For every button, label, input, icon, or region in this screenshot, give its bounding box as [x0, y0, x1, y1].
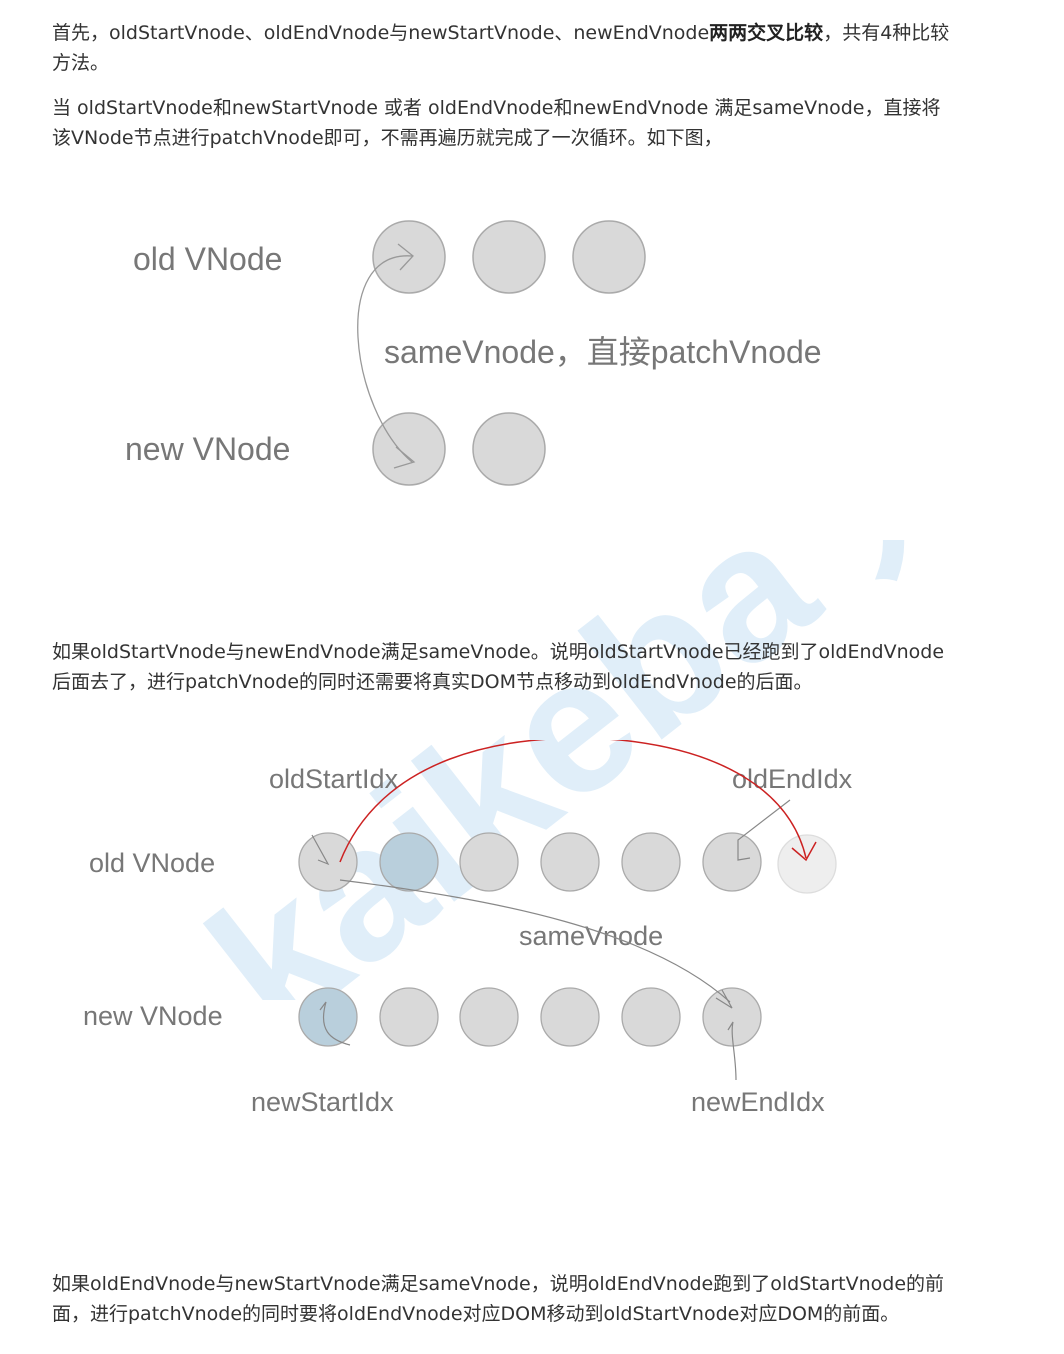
old-end-idx-label: oldEndIdx [732, 764, 853, 794]
link-curve [357, 243, 416, 469]
same-start-end-paragraph: 当 oldStartVnode和newStartVnode 或者 oldEndV… [52, 97, 941, 149]
intro-text: 首先，oldStartVnode、oldEndVnode与newStartVno… [52, 22, 710, 44]
move-arrow [339, 740, 817, 863]
old-node-6 [702, 832, 762, 892]
new-end-idx-label: newEndIdx [691, 1087, 825, 1117]
same-vnode-diagram: old VNode new VNode sameVnode，直接patchVno… [125, 220, 822, 486]
old-node-4 [540, 832, 600, 892]
old-node-1 [298, 832, 358, 892]
new-node-6 [702, 987, 762, 1047]
old-node-5 [621, 832, 681, 892]
new-vnode-label-2: new VNode [83, 1001, 223, 1031]
old-node-3 [459, 832, 519, 892]
pointer-lines [311, 799, 791, 1081]
old-node-1 [372, 220, 446, 294]
new-vnode-label: new VNode [125, 431, 290, 467]
new-node-3 [459, 987, 519, 1047]
new-node-4 [540, 987, 600, 1047]
new-node-2 [379, 987, 439, 1047]
new-node-1 [298, 987, 358, 1047]
new-start-idx-label: newStartIdx [251, 1087, 394, 1117]
old-vnode-label: old VNode [133, 241, 282, 277]
old-node-2 [472, 220, 546, 294]
old-node-3 [572, 220, 646, 294]
intro-text-end: ，共有4种比较方法。 [52, 22, 950, 74]
intro-bold-text: 两两交叉比较 [709, 22, 824, 44]
intro-paragraph: 首先，oldStartVnode、oldEndVnode与newStartVno… [52, 18, 952, 78]
new-node-5 [621, 987, 681, 1047]
old-start-idx-label: oldStartIdx [269, 764, 399, 794]
end-start-paragraph: 如果oldEndVnode与newStartVnode满足sameVnode，说… [52, 1273, 945, 1325]
same-vnode-caption: sameVnode，直接patchVnode [384, 334, 822, 370]
new-node-2 [472, 412, 546, 486]
start-end-paragraph: 如果oldStartVnode与newEndVnode满足sameVnode。说… [52, 641, 945, 693]
old-node-target [777, 834, 837, 894]
start-end-diagram: old VNode new VNode oldStartIdx oldEndId… [83, 740, 853, 1117]
kaikeba-watermark: kaikeba 开课吧 [172, 540, 1064, 1000]
new-node-1 [372, 412, 446, 486]
same-vnode-label: sameVnode [519, 921, 663, 951]
old-node-2 [379, 832, 439, 892]
old-vnode-label-2: old VNode [89, 848, 215, 878]
